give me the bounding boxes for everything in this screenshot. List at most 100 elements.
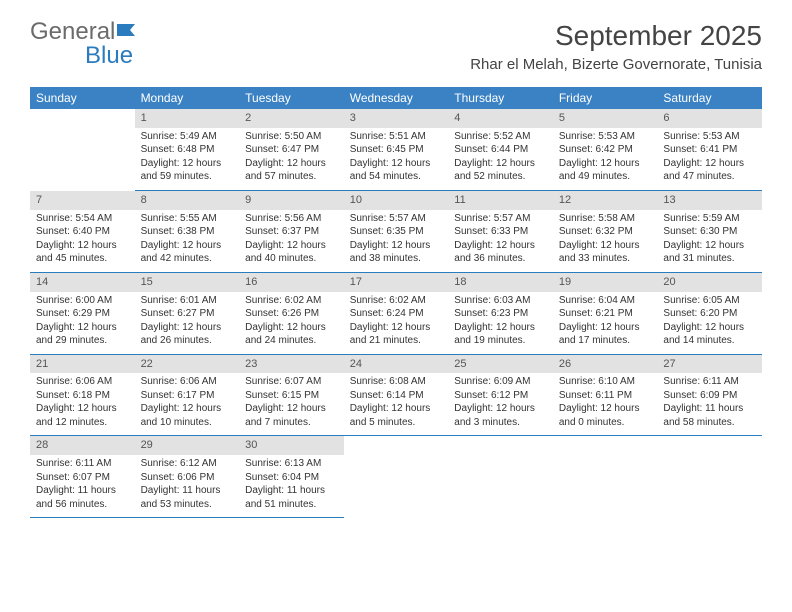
sunrise-text: Sunrise: 6:06 AM xyxy=(36,375,129,389)
daylight-text: Daylight: 12 hours and 14 minutes. xyxy=(663,321,756,348)
daylight-text: Daylight: 11 hours and 51 minutes. xyxy=(245,484,338,511)
day-body: Sunrise: 5:49 AMSunset: 6:48 PMDaylight:… xyxy=(135,128,240,190)
day-number: 28 xyxy=(30,436,135,455)
sunrise-text: Sunrise: 6:06 AM xyxy=(141,375,234,389)
day-cell: 11Sunrise: 5:57 AMSunset: 6:33 PMDayligh… xyxy=(448,191,553,273)
day-number: 19 xyxy=(553,273,658,292)
day-body: Sunrise: 6:11 AMSunset: 6:07 PMDaylight:… xyxy=(30,455,135,517)
sunrise-text: Sunrise: 5:52 AM xyxy=(454,130,547,144)
day-number: 26 xyxy=(553,355,658,374)
sunrise-text: Sunrise: 6:11 AM xyxy=(663,375,756,389)
day-body: Sunrise: 5:54 AMSunset: 6:40 PMDaylight:… xyxy=(30,210,135,272)
daylight-text: Daylight: 12 hours and 57 minutes. xyxy=(245,157,338,184)
daylight-text: Daylight: 12 hours and 10 minutes. xyxy=(141,402,234,429)
empty-cell xyxy=(30,109,135,191)
sunset-text: Sunset: 6:21 PM xyxy=(559,307,652,321)
sunset-text: Sunset: 6:44 PM xyxy=(454,143,547,157)
day-cell: 10Sunrise: 5:57 AMSunset: 6:35 PMDayligh… xyxy=(344,191,449,273)
day-number: 21 xyxy=(30,355,135,374)
day-body: Sunrise: 6:02 AMSunset: 6:26 PMDaylight:… xyxy=(239,292,344,354)
sunrise-text: Sunrise: 5:57 AM xyxy=(454,212,547,226)
day-cell: 30Sunrise: 6:13 AMSunset: 6:04 PMDayligh… xyxy=(239,436,344,518)
daylight-text: Daylight: 12 hours and 19 minutes. xyxy=(454,321,547,348)
week-row: 7Sunrise: 5:54 AMSunset: 6:40 PMDaylight… xyxy=(30,191,762,273)
day-cell: 5Sunrise: 5:53 AMSunset: 6:42 PMDaylight… xyxy=(553,109,658,191)
daylight-text: Daylight: 12 hours and 12 minutes. xyxy=(36,402,129,429)
week-row: 1Sunrise: 5:49 AMSunset: 6:48 PMDaylight… xyxy=(30,109,762,191)
daylight-text: Daylight: 11 hours and 58 minutes. xyxy=(663,402,756,429)
sunrise-text: Sunrise: 6:02 AM xyxy=(245,294,338,308)
daylight-text: Daylight: 11 hours and 56 minutes. xyxy=(36,484,129,511)
empty-cell xyxy=(448,436,553,518)
logo: General xyxy=(30,20,139,44)
day-cell: 16Sunrise: 6:02 AMSunset: 6:26 PMDayligh… xyxy=(239,273,344,355)
day-cell: 18Sunrise: 6:03 AMSunset: 6:23 PMDayligh… xyxy=(448,273,553,355)
day-number: 18 xyxy=(448,273,553,292)
sunrise-text: Sunrise: 6:07 AM xyxy=(245,375,338,389)
sunrise-text: Sunrise: 5:59 AM xyxy=(663,212,756,226)
day-number: 10 xyxy=(344,191,449,210)
logo-text-blue-wrap: Blue xyxy=(85,42,133,70)
day-number: 7 xyxy=(30,191,135,210)
sunrise-text: Sunrise: 5:54 AM xyxy=(36,212,129,226)
weekday-header: Sunday xyxy=(30,87,135,109)
sunrise-text: Sunrise: 6:09 AM xyxy=(454,375,547,389)
day-body: Sunrise: 5:50 AMSunset: 6:47 PMDaylight:… xyxy=(239,128,344,190)
daylight-text: Daylight: 12 hours and 26 minutes. xyxy=(141,321,234,348)
sunset-text: Sunset: 6:42 PM xyxy=(559,143,652,157)
weekday-header: Thursday xyxy=(448,87,553,109)
sunset-text: Sunset: 6:32 PM xyxy=(559,225,652,239)
day-body: Sunrise: 6:01 AMSunset: 6:27 PMDaylight:… xyxy=(135,292,240,354)
day-body: Sunrise: 6:05 AMSunset: 6:20 PMDaylight:… xyxy=(657,292,762,354)
day-number: 9 xyxy=(239,191,344,210)
day-number: 25 xyxy=(448,355,553,374)
month-title: September 2025 xyxy=(470,20,762,52)
day-cell: 2Sunrise: 5:50 AMSunset: 6:47 PMDaylight… xyxy=(239,109,344,191)
week-row: 14Sunrise: 6:00 AMSunset: 6:29 PMDayligh… xyxy=(30,273,762,355)
logo-text-general: General xyxy=(30,20,115,44)
daylight-text: Daylight: 12 hours and 42 minutes. xyxy=(141,239,234,266)
sunrise-text: Sunrise: 6:12 AM xyxy=(141,457,234,471)
day-number: 3 xyxy=(344,109,449,128)
day-number: 5 xyxy=(553,109,658,128)
day-body: Sunrise: 6:09 AMSunset: 6:12 PMDaylight:… xyxy=(448,373,553,435)
sunset-text: Sunset: 6:23 PM xyxy=(454,307,547,321)
day-body: Sunrise: 6:02 AMSunset: 6:24 PMDaylight:… xyxy=(344,292,449,354)
sunset-text: Sunset: 6:26 PM xyxy=(245,307,338,321)
day-cell: 14Sunrise: 6:00 AMSunset: 6:29 PMDayligh… xyxy=(30,273,135,355)
sunrise-text: Sunrise: 6:00 AM xyxy=(36,294,129,308)
sunrise-text: Sunrise: 5:56 AM xyxy=(245,212,338,226)
daylight-text: Daylight: 12 hours and 24 minutes. xyxy=(245,321,338,348)
weekday-header: Monday xyxy=(135,87,240,109)
daylight-text: Daylight: 12 hours and 17 minutes. xyxy=(559,321,652,348)
weekday-header-row: Sunday Monday Tuesday Wednesday Thursday… xyxy=(30,87,762,109)
weekday-header: Friday xyxy=(553,87,658,109)
day-body: Sunrise: 5:55 AMSunset: 6:38 PMDaylight:… xyxy=(135,210,240,272)
day-cell: 20Sunrise: 6:05 AMSunset: 6:20 PMDayligh… xyxy=(657,273,762,355)
sunrise-text: Sunrise: 5:53 AM xyxy=(663,130,756,144)
day-cell: 27Sunrise: 6:11 AMSunset: 6:09 PMDayligh… xyxy=(657,355,762,437)
sunset-text: Sunset: 6:40 PM xyxy=(36,225,129,239)
day-body: Sunrise: 6:12 AMSunset: 6:06 PMDaylight:… xyxy=(135,455,240,517)
sunrise-text: Sunrise: 5:53 AM xyxy=(559,130,652,144)
sunrise-text: Sunrise: 5:51 AM xyxy=(350,130,443,144)
day-cell: 15Sunrise: 6:01 AMSunset: 6:27 PMDayligh… xyxy=(135,273,240,355)
location-text: Rhar el Melah, Bizerte Governorate, Tuni… xyxy=(470,56,762,73)
daylight-text: Daylight: 12 hours and 33 minutes. xyxy=(559,239,652,266)
sunrise-text: Sunrise: 6:04 AM xyxy=(559,294,652,308)
day-body: Sunrise: 6:06 AMSunset: 6:17 PMDaylight:… xyxy=(135,373,240,435)
day-cell: 26Sunrise: 6:10 AMSunset: 6:11 PMDayligh… xyxy=(553,355,658,437)
sunset-text: Sunset: 6:38 PM xyxy=(141,225,234,239)
day-body: Sunrise: 5:59 AMSunset: 6:30 PMDaylight:… xyxy=(657,210,762,272)
day-cell: 17Sunrise: 6:02 AMSunset: 6:24 PMDayligh… xyxy=(344,273,449,355)
daylight-text: Daylight: 11 hours and 53 minutes. xyxy=(141,484,234,511)
day-body: Sunrise: 5:56 AMSunset: 6:37 PMDaylight:… xyxy=(239,210,344,272)
day-number: 11 xyxy=(448,191,553,210)
sunrise-text: Sunrise: 6:10 AM xyxy=(559,375,652,389)
weekday-header: Saturday xyxy=(657,87,762,109)
day-number: 13 xyxy=(657,191,762,210)
sunrise-text: Sunrise: 6:01 AM xyxy=(141,294,234,308)
day-body: Sunrise: 6:11 AMSunset: 6:09 PMDaylight:… xyxy=(657,373,762,435)
sunset-text: Sunset: 6:37 PM xyxy=(245,225,338,239)
day-body: Sunrise: 5:53 AMSunset: 6:42 PMDaylight:… xyxy=(553,128,658,190)
